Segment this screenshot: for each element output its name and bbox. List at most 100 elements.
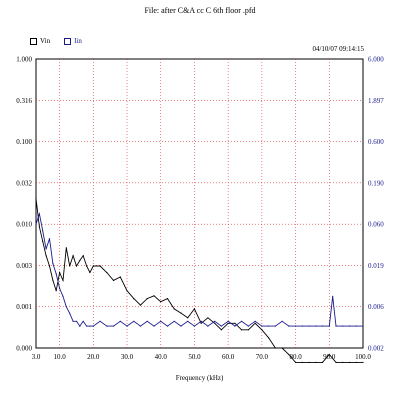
data-point-vin xyxy=(193,308,195,310)
left-tick-label: 0.316 xyxy=(16,97,32,105)
data-point-iin xyxy=(92,325,94,327)
data-point-vin xyxy=(342,361,344,363)
data-point-vin xyxy=(42,240,44,242)
timestamp: 04/10/07 09:14:15 xyxy=(312,45,364,53)
data-point-iin xyxy=(75,320,78,322)
legend-swatch-icon xyxy=(64,37,72,45)
data-point-vin xyxy=(89,271,91,274)
data-point-vin xyxy=(59,271,61,274)
x-tick-label: 10.0 xyxy=(53,353,66,361)
plot-frame xyxy=(35,58,364,349)
data-point-vin xyxy=(38,226,41,228)
right-tick-label: 0.190 xyxy=(368,179,384,187)
data-point-vin xyxy=(72,255,74,257)
data-point-iin xyxy=(89,325,91,327)
data-point-vin xyxy=(180,312,182,314)
data-point-vin xyxy=(92,265,94,267)
data-point-iin xyxy=(153,325,155,327)
data-point-vin xyxy=(328,353,330,356)
data-point-iin xyxy=(241,320,243,322)
data-point-iin xyxy=(274,325,276,327)
data-point-vin xyxy=(315,361,317,363)
data-point-iin xyxy=(315,325,317,327)
data-point-iin xyxy=(99,320,101,322)
data-point-iin xyxy=(335,325,337,327)
data-point-iin xyxy=(220,325,222,327)
data-point-iin xyxy=(261,325,263,327)
data-point-vin xyxy=(173,308,175,310)
data-point-vin xyxy=(69,265,71,267)
data-point-vin xyxy=(160,301,162,303)
series-line-vin xyxy=(35,198,363,363)
data-point-iin xyxy=(48,238,51,240)
data-point-vin xyxy=(106,271,108,274)
data-point-vin xyxy=(234,322,236,324)
left-tick-label: 0.000 xyxy=(16,345,32,353)
data-point-iin xyxy=(45,248,47,250)
data-point-vin xyxy=(261,329,263,331)
legend-swatch-icon xyxy=(30,37,37,45)
data-point-iin xyxy=(166,325,169,327)
data-point-iin xyxy=(321,325,324,327)
data-point-vin xyxy=(241,329,243,331)
data-point-iin xyxy=(288,325,290,327)
left-tick-label: 0.003 xyxy=(16,262,32,270)
x-tick-label: 50.0 xyxy=(188,353,201,361)
right-tick-label: 0.002 xyxy=(368,345,384,353)
x-tick-label: 100.0 xyxy=(355,353,371,361)
legend-label-iin: Iin xyxy=(74,37,82,45)
data-point-vin xyxy=(200,322,202,324)
x-tick-label: 40.0 xyxy=(155,353,168,361)
x-tick-label: 70.0 xyxy=(256,353,269,361)
data-point-iin xyxy=(214,320,216,322)
data-point-vin xyxy=(45,255,47,257)
data-point-iin xyxy=(126,325,128,327)
data-point-iin xyxy=(348,325,351,327)
data-point-iin xyxy=(112,325,115,327)
data-point-iin xyxy=(146,320,148,322)
data-point-iin xyxy=(119,320,121,322)
data-point-iin xyxy=(328,325,330,327)
legend-item-vin: Vin xyxy=(30,37,50,45)
x-tick-label: 20.0 xyxy=(87,353,100,361)
data-point-iin xyxy=(295,325,297,327)
right-tick-label: 6.000 xyxy=(368,56,384,64)
data-point-vin xyxy=(139,304,142,306)
data-point-vin xyxy=(214,322,216,324)
data-point-iin xyxy=(180,325,182,327)
data-point-iin xyxy=(55,273,57,275)
right-tick-label: 1.897 xyxy=(368,97,384,105)
data-point-vin xyxy=(207,317,209,319)
data-point-vin xyxy=(220,329,222,331)
data-point-iin xyxy=(86,325,88,327)
data-point-vin xyxy=(321,361,324,363)
data-point-iin xyxy=(69,312,71,314)
data-point-vin xyxy=(62,279,64,281)
data-point-vin xyxy=(166,298,169,300)
data-point-vin xyxy=(308,361,310,363)
data-point-iin xyxy=(281,320,283,322)
data-point-vin xyxy=(274,347,276,349)
x-tick-label: 60.0 xyxy=(222,353,235,361)
right-tick-label: 0.060 xyxy=(368,221,384,229)
data-point-vin xyxy=(301,361,303,363)
data-point-iin xyxy=(247,325,249,327)
left-tick-label: 0.100 xyxy=(16,138,32,146)
data-point-vin xyxy=(288,353,290,356)
data-point-vin xyxy=(268,337,270,339)
x-tick-label: 90.0 xyxy=(323,353,336,361)
data-point-iin xyxy=(59,287,61,289)
data-point-vin xyxy=(295,361,297,363)
data-point-iin xyxy=(308,325,310,327)
data-point-vin xyxy=(126,290,128,292)
data-point-vin xyxy=(281,347,283,349)
left-tick-label: 1.000 xyxy=(16,56,32,64)
legend: Vin Iin xyxy=(30,37,82,45)
data-point-iin xyxy=(268,325,270,327)
data-point-iin xyxy=(38,213,41,215)
data-point-iin xyxy=(227,320,229,322)
data-point-iin xyxy=(82,320,84,322)
data-point-iin xyxy=(139,325,142,327)
right-tick-label: 0.019 xyxy=(368,262,384,270)
